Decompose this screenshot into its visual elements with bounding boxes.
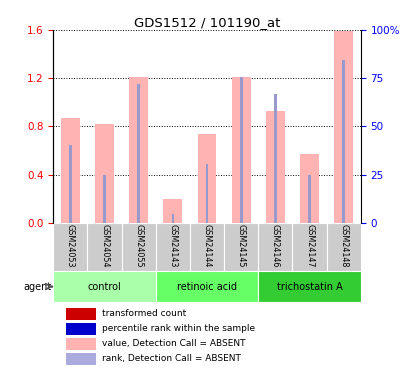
Bar (326, 223, 360, 271)
Bar (121, 223, 155, 271)
Bar (333, 31, 352, 223)
Text: control: control (88, 282, 121, 292)
Bar (155, 271, 258, 302)
Bar (65, 338, 96, 350)
Text: GSM24144: GSM24144 (202, 224, 211, 268)
Bar (205, 164, 208, 223)
Bar (299, 154, 318, 223)
Text: GSM24148: GSM24148 (338, 224, 347, 268)
Bar (163, 199, 182, 223)
Bar (273, 94, 276, 223)
Bar (258, 223, 292, 271)
Bar (197, 134, 216, 223)
Bar (224, 223, 258, 271)
Text: retinoic acid: retinoic acid (177, 282, 236, 292)
Bar (129, 77, 148, 223)
Text: GSM24146: GSM24146 (270, 224, 279, 268)
Bar (189, 223, 224, 271)
Bar (87, 223, 121, 271)
Bar (65, 353, 96, 365)
Bar (103, 175, 106, 223)
Bar (258, 271, 360, 302)
Text: trichostatin A: trichostatin A (276, 282, 342, 292)
Text: GSM24147: GSM24147 (304, 224, 313, 268)
Text: GSM24143: GSM24143 (168, 224, 177, 268)
Text: agent: agent (23, 282, 51, 292)
Bar (308, 175, 310, 223)
Text: transformed count: transformed count (102, 309, 186, 318)
Bar (65, 323, 96, 335)
Bar (155, 223, 189, 271)
Bar (292, 223, 326, 271)
Bar (65, 308, 96, 320)
Bar (171, 214, 174, 223)
Bar (53, 223, 87, 271)
Bar (342, 60, 344, 223)
Text: GSM24055: GSM24055 (134, 224, 143, 268)
Bar (137, 84, 140, 223)
Bar (231, 77, 250, 223)
Bar (61, 118, 80, 223)
Text: GSM24053: GSM24053 (66, 224, 75, 268)
Text: percentile rank within the sample: percentile rank within the sample (102, 324, 255, 333)
Text: GSM24054: GSM24054 (100, 224, 109, 268)
Text: GSM24145: GSM24145 (236, 224, 245, 268)
Bar (265, 111, 284, 223)
Text: rank, Detection Call = ABSENT: rank, Detection Call = ABSENT (102, 354, 241, 363)
Bar (69, 144, 72, 223)
Bar (239, 77, 242, 223)
Text: value, Detection Call = ABSENT: value, Detection Call = ABSENT (102, 339, 245, 348)
Bar (53, 271, 155, 302)
Title: GDS1512 / 101190_at: GDS1512 / 101190_at (133, 16, 280, 29)
Bar (95, 124, 114, 223)
